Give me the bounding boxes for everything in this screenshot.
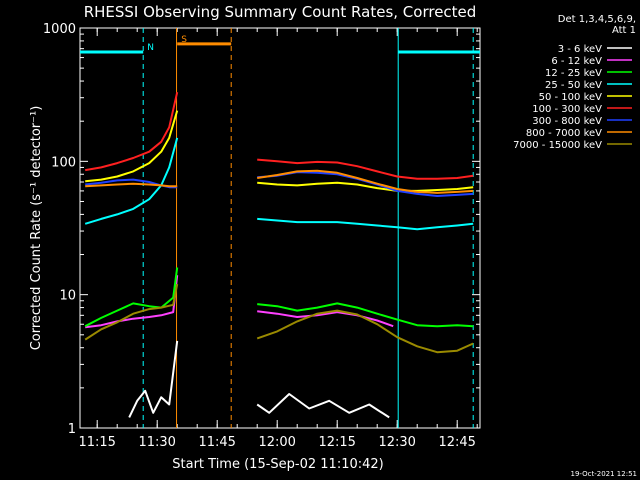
legend-label: 25 - 50 keV [545, 80, 602, 91]
y-tick-label: 1 [68, 422, 76, 437]
legend-header: Det 1,3,4,5,6,9, [558, 14, 636, 25]
timestamp: 19-Oct-2021 12:51 [571, 470, 637, 478]
y-tick-label: 10 [59, 289, 76, 304]
series-line [257, 217, 474, 231]
chart-title: RHESSI Observing Summary Count Rates, Co… [84, 3, 477, 21]
status-bar-label: N [147, 43, 154, 53]
status-bar-label: S [181, 35, 187, 45]
series-line [128, 340, 179, 418]
plot-area: 1 10 100 1000 11:15 11:30 11:45 12:00 12:15 12:30… [43, 22, 480, 450]
x-axis-label: Start Time (15-Sep-02 11:10:42) [172, 457, 383, 472]
legend-label: 800 - 7000 keV [526, 128, 602, 139]
series-line [84, 267, 179, 328]
x-tick-label: 11:45 [198, 435, 235, 450]
x-tick-label: 12:15 [318, 435, 355, 450]
plot-frame [79, 27, 481, 429]
series-line [85, 91, 179, 172]
series-line [84, 137, 179, 225]
x-tick-label: 11:30 [138, 435, 175, 450]
legend-label: 300 - 800 keV [532, 116, 602, 127]
legend-label: 100 - 300 keV [532, 104, 602, 115]
series-line [257, 181, 474, 192]
x-tick-label: 12:45 [438, 435, 475, 450]
legend-label: 12 - 25 keV [545, 68, 602, 79]
y-tick-label: 100 [51, 155, 76, 170]
series-line [85, 275, 179, 329]
y-tick-label: 1000 [43, 22, 76, 37]
series-line [84, 283, 179, 341]
series-line [257, 310, 394, 328]
x-tick-label: 11:15 [78, 435, 115, 450]
series-line [256, 393, 390, 419]
series-line [257, 302, 474, 328]
legend-label: 3 - 6 keV [558, 44, 602, 55]
legend-header: Att 1 [612, 25, 636, 36]
legend-label: 6 - 12 keV [551, 56, 602, 67]
series-line [256, 309, 474, 354]
series-line [85, 110, 179, 183]
series-line [257, 158, 474, 180]
x-tick-label: 12:00 [258, 435, 295, 450]
x-tick-label: 12:30 [378, 435, 415, 450]
series-line [85, 182, 178, 188]
legend-label: 50 - 100 keV [539, 92, 603, 103]
legend-label: 7000 - 15000 keV [513, 140, 602, 151]
y-axis-label: Corrected Count Rate (s⁻¹ detector⁻¹) [29, 106, 44, 351]
y-axis-label-group: Corrected Count Rate (s⁻¹ detector⁻¹) [29, 106, 44, 351]
series-line [257, 169, 474, 194]
